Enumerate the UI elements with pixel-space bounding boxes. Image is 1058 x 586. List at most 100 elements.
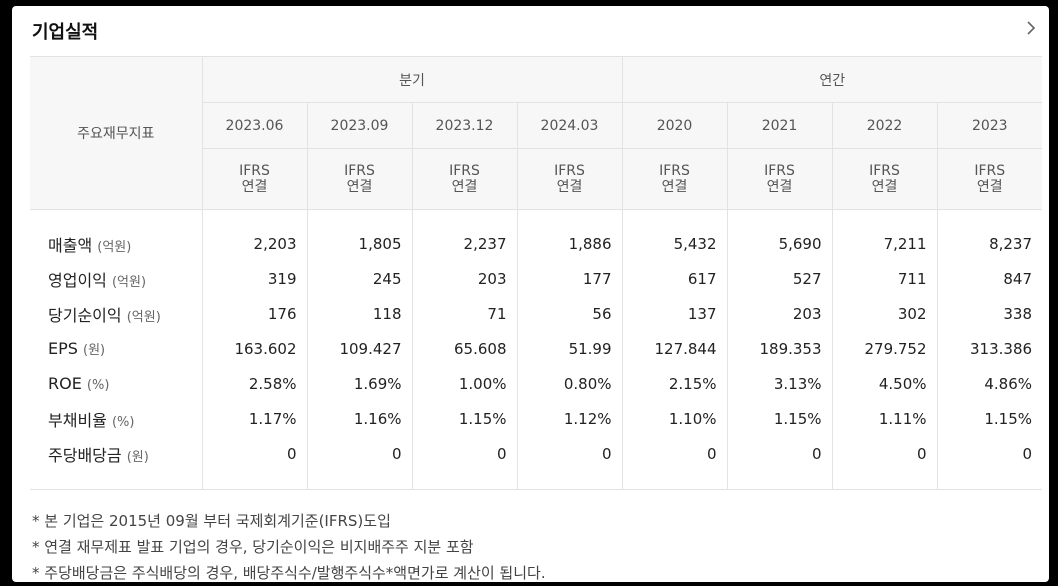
value-cell: 5,432: [621, 226, 728, 261]
standard-label: IFRS: [974, 163, 1006, 179]
corner-label: 주요재무지표: [30, 56, 202, 210]
consolidation-label: 연결: [556, 179, 583, 195]
spacer-cell: [516, 209, 623, 226]
spacer-cell: [201, 209, 307, 226]
metric-name: 영업이익: [48, 270, 107, 290]
value-cell: 617: [621, 261, 728, 296]
spacer-cell: [936, 471, 1043, 490]
accounting-standard: IFRS 연결: [306, 148, 412, 210]
period-header: 2020: [621, 102, 728, 149]
metric-name: 당기순이익: [48, 305, 122, 325]
value-cell: 847: [936, 261, 1043, 296]
value-cell: 203: [726, 296, 833, 331]
value-cell: 1.15%: [936, 401, 1043, 436]
spacer-cell: [201, 471, 307, 490]
financial-table-wrapper: 주요재무지표 분기 연간 2023.06 2023.09 2023.12 2024.0…: [30, 56, 1043, 490]
consolidation-label: 연결: [661, 179, 688, 195]
value-cell: 0: [936, 436, 1043, 471]
value-cell: 0: [831, 436, 938, 471]
table-row: EPS (원) 163.602 109.427 65.608 51.99 127.844 1…: [30, 331, 1043, 366]
value-cell: 1.17%: [201, 401, 307, 436]
consolidation-label: 연결: [766, 179, 793, 195]
spacer-cell: [726, 209, 833, 226]
accounting-standard: IFRS 연결: [831, 148, 938, 210]
spacer-cell: [621, 209, 728, 226]
period-header: 2023: [936, 102, 1043, 149]
spacer-cell: [831, 471, 938, 490]
spacer-cell: [306, 209, 412, 226]
standard-label: IFRS: [449, 163, 480, 179]
value-cell: 0: [726, 436, 833, 471]
consolidation-label: 연결: [451, 179, 478, 195]
value-cell: 2.58%: [201, 366, 307, 401]
row-label: 당기순이익 (억원): [30, 296, 202, 331]
value-cell: 176: [201, 296, 307, 331]
row-label: 부채비율 (%): [30, 401, 202, 436]
standard-label: IFRS: [239, 163, 270, 179]
standard-label: IFRS: [869, 163, 900, 179]
table-row: 부채비율 (%) 1.17% 1.16% 1.15% 1.12% 1.10% 1.15% 1.…: [30, 401, 1043, 436]
accounting-standard: IFRS 연결: [726, 148, 833, 210]
value-cell: 163.602: [201, 331, 307, 366]
value-cell: 51.99: [516, 331, 623, 366]
value-cell: 245: [306, 261, 412, 296]
spacer-cell: [726, 471, 833, 490]
value-cell: 338: [936, 296, 1043, 331]
spacer-cell: [411, 471, 517, 490]
accounting-standard: IFRS 연결: [411, 148, 517, 210]
value-cell: 1.15%: [726, 401, 833, 436]
value-cell: 127.844: [621, 331, 728, 366]
financial-table: 주요재무지표 분기 연간 2023.06 2023.09 2023.12 2024.0…: [30, 56, 1043, 490]
spacer-cell: [831, 209, 938, 226]
metric-unit: (억원): [97, 239, 132, 255]
value-cell: 118: [306, 296, 412, 331]
metric-name: ROE: [48, 374, 82, 393]
footnote: * 주당배당금은 주식배당의 경우, 배당주식수/발행주식수*액면가로 계산이 …: [32, 564, 546, 582]
value-cell: 4.50%: [831, 366, 938, 401]
metric-unit: (원): [126, 449, 149, 465]
table-row: 당기순이익 (억원) 176 118 71 56 137 203 302 338: [30, 296, 1043, 331]
row-label: ROE (%): [30, 366, 202, 401]
value-cell: 1.16%: [306, 401, 412, 436]
footnote: * 본 기업은 2015년 09월 부터 국제회계기준(IFRS)도입: [32, 512, 391, 530]
spacer-cell: [621, 471, 728, 490]
value-cell: 1.10%: [621, 401, 728, 436]
standard-label: IFRS: [659, 163, 690, 179]
period-header: 2023.06: [201, 102, 307, 149]
period-header: 2023.12: [411, 102, 517, 149]
value-cell: 2,203: [201, 226, 307, 261]
value-cell: 137: [621, 296, 728, 331]
value-cell: 1.12%: [516, 401, 623, 436]
metric-unit: (억원): [111, 274, 147, 290]
chevron-right-icon[interactable]: [1023, 20, 1039, 36]
value-cell: 4.86%: [936, 366, 1043, 401]
accounting-standard: IFRS 연결: [621, 148, 728, 210]
value-cell: 3.13%: [726, 366, 833, 401]
value-cell: 2.15%: [621, 366, 728, 401]
value-cell: 0: [516, 436, 623, 471]
spacer-cell: [30, 471, 202, 490]
standard-label: IFRS: [554, 163, 585, 179]
value-cell: 1,886: [516, 226, 623, 261]
accounting-standard: IFRS 연결: [936, 148, 1043, 210]
value-cell: 1.00%: [411, 366, 517, 401]
footnote: * 연결 재무제표 발표 기업의 경우, 당기순이익은 비지배주주 지분 포함: [32, 538, 474, 556]
value-cell: 0: [306, 436, 412, 471]
consolidation-label: 연결: [871, 179, 898, 195]
value-cell: 1,805: [306, 226, 412, 261]
row-label: 주당배당금 (원): [30, 436, 202, 471]
value-cell: 0: [621, 436, 728, 471]
period-header: 2022: [831, 102, 938, 149]
value-cell: 1.69%: [306, 366, 412, 401]
value-cell: 109.427: [306, 331, 412, 366]
period-header: 2024.03: [516, 102, 623, 149]
spacer-cell: [411, 209, 517, 226]
value-cell: 71: [411, 296, 517, 331]
value-cell: 0: [201, 436, 307, 471]
table-row: ROE (%) 2.58% 1.69% 1.00% 0.80% 2.15% 3.13% 4.5…: [30, 366, 1043, 401]
value-cell: 8,237: [936, 226, 1043, 261]
card-header[interactable]: 기업실적: [12, 6, 1049, 52]
value-cell: 2,237: [411, 226, 517, 261]
metric-name: EPS: [48, 339, 78, 358]
table-row: 매출액 (억원) 2,203 1,805 2,237 1,886 5,432 5,690 7,…: [30, 226, 1043, 261]
